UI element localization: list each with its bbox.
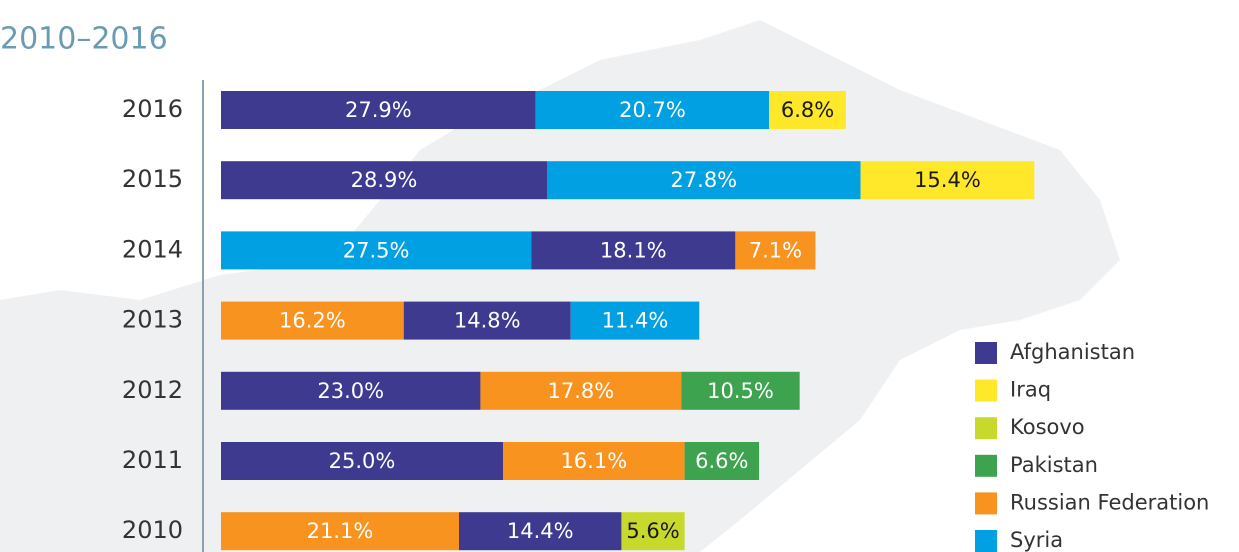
bar-segment	[546, 161, 861, 200]
y-tick-label: 2011	[122, 446, 183, 474]
subtitle: 2010–2016	[0, 22, 168, 57]
bar-segment	[769, 91, 846, 129]
data-label: 21.1%	[307, 519, 374, 543]
data-label: 16.2%	[279, 309, 346, 333]
data-label: 28.9%	[351, 168, 418, 192]
bar-segment	[535, 91, 770, 129]
y-tick-label: 2014	[122, 235, 183, 263]
bar-segment	[221, 301, 404, 340]
y-tick-label: 2013	[122, 306, 183, 334]
y-tick-label: 2012	[122, 376, 183, 404]
data-label: 20.7%	[619, 98, 686, 122]
bar-segment	[621, 512, 685, 551]
legend-swatch	[975, 530, 997, 552]
bar-segment	[503, 442, 685, 480]
legend-swatch	[975, 454, 997, 477]
bar-segment	[459, 512, 622, 551]
bar-segment	[860, 161, 1035, 200]
data-label: 5.6%	[626, 519, 679, 543]
y-tick-label: 2010	[122, 516, 183, 544]
data-label: 25.0%	[329, 449, 396, 473]
data-label: 23.0%	[317, 379, 384, 403]
bar-segment	[221, 512, 460, 551]
bar-segment	[681, 371, 800, 410]
bar-segment	[531, 231, 736, 270]
bar-segment	[570, 301, 700, 340]
bar-segment	[221, 161, 547, 200]
legend-swatch	[975, 379, 997, 402]
data-label: 10.5%	[707, 379, 774, 403]
bar-segment	[221, 231, 532, 270]
y-tick-label: 2016	[122, 95, 183, 123]
bar-segment	[684, 442, 760, 480]
data-label: 18.1%	[600, 238, 667, 262]
bar-segment	[735, 231, 816, 270]
legend-label: Iraq	[1010, 378, 1051, 402]
bar-segment	[403, 301, 571, 340]
y-tick-label: 2015	[122, 165, 183, 193]
legend-label: Pakistan	[1010, 453, 1098, 477]
data-label: 27.8%	[670, 168, 737, 192]
legend-label: Kosovo	[1010, 415, 1085, 439]
bar-segment	[221, 91, 536, 129]
legend-swatch	[975, 342, 997, 364]
legend-swatch	[975, 417, 997, 440]
map-background	[0, 20, 1120, 552]
data-label: 27.5%	[343, 238, 410, 262]
legend-label: Afghanistan	[1010, 340, 1135, 364]
bar-segment	[221, 371, 481, 410]
legend-label: Russian Federation	[1010, 490, 1209, 514]
data-label: 6.6%	[695, 449, 748, 473]
bar-segment	[480, 371, 682, 410]
data-label: 6.8%	[781, 98, 834, 122]
bar-segment	[221, 442, 503, 480]
data-label: 14.8%	[454, 309, 521, 333]
data-label: 16.1%	[560, 449, 627, 473]
data-label: 27.9%	[345, 98, 412, 122]
legend-label: Syria	[1010, 528, 1063, 552]
data-label: 7.1%	[749, 238, 802, 262]
data-label: 11.4%	[602, 309, 669, 333]
legend-swatch	[975, 492, 997, 515]
data-label: 17.8%	[547, 379, 614, 403]
data-label: 15.4%	[914, 168, 981, 192]
data-label: 14.4%	[507, 519, 574, 543]
